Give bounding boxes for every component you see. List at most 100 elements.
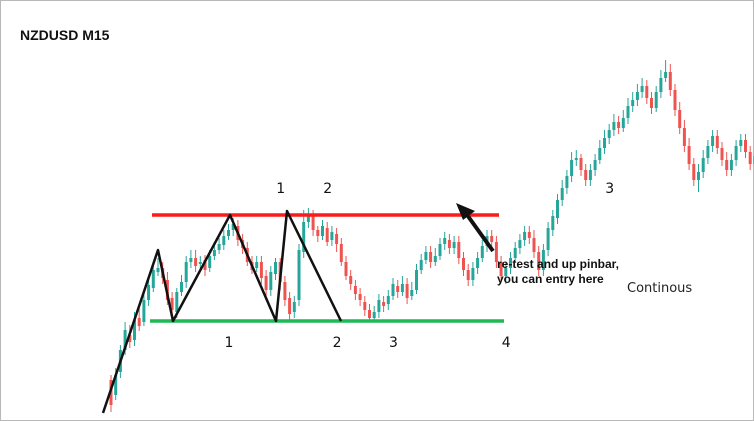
bear-candle: [650, 98, 653, 108]
entry-arrow: [456, 203, 495, 253]
bear-candle: [311, 214, 315, 230]
bull-candle: [551, 216, 555, 230]
bull-candle: [640, 86, 644, 92]
bull-candle: [701, 158, 705, 172]
label-bottom-4: 4: [502, 335, 511, 351]
bull-candle: [147, 285, 151, 300]
bull-candle: [133, 320, 136, 340]
bull-candle: [565, 176, 569, 188]
bull-candle: [255, 262, 259, 268]
bull-candle: [151, 270, 155, 288]
bear-candle: [405, 284, 409, 298]
side-note: Continous: [627, 281, 692, 296]
bull-candle: [400, 284, 404, 292]
bear-candle: [283, 282, 287, 300]
bear-candle: [382, 302, 386, 306]
bull-candle: [377, 300, 381, 312]
bear-candle: [532, 238, 536, 252]
swing-labels: 1 2 3 1 2 3 4: [225, 181, 615, 351]
bull-candle: [189, 258, 193, 262]
bear-candle: [584, 170, 588, 180]
bull-candle: [603, 138, 606, 148]
bull-candle: [297, 250, 301, 300]
bull-candle: [217, 244, 221, 250]
bear-candle: [396, 286, 400, 292]
bear-candle: [617, 122, 621, 128]
bull-candle: [410, 290, 414, 296]
bear-candle: [537, 252, 541, 270]
bear-candle: [673, 90, 677, 110]
bull-candle: [654, 92, 658, 108]
bull-candle: [471, 268, 475, 280]
bull-candle: [443, 238, 447, 244]
bear-candle: [264, 276, 268, 290]
bull-candle: [269, 272, 273, 290]
bull-candle: [302, 222, 306, 252]
bear-candle: [349, 276, 353, 284]
bull-candle: [274, 262, 277, 274]
bull-candle: [523, 232, 527, 240]
bear-candle: [744, 140, 747, 152]
bull-candle: [612, 122, 616, 130]
bull-candle: [504, 268, 508, 276]
bull-candle: [518, 240, 522, 248]
bull-candle: [184, 262, 188, 282]
label-top-3: 3: [605, 181, 614, 197]
bull-candle: [175, 292, 179, 312]
bull-candle: [222, 236, 226, 245]
bear-candle: [678, 110, 682, 128]
bull-candle: [546, 228, 550, 250]
bull-candle: [391, 284, 395, 296]
bull-candle: [156, 268, 160, 272]
bear-candle: [462, 258, 465, 270]
bull-candle: [711, 136, 715, 146]
bear-candle: [325, 228, 329, 242]
bull-candle: [598, 148, 602, 160]
bull-candle: [729, 160, 733, 170]
bull-candle: [631, 100, 635, 106]
bull-candle: [330, 232, 334, 240]
bull-candle: [386, 296, 390, 304]
bull-candle: [621, 118, 625, 128]
bear-candle: [368, 310, 371, 318]
bear-candle: [203, 260, 207, 270]
bear-candle: [358, 294, 362, 300]
bull-candle: [513, 248, 517, 258]
bear-candle: [316, 230, 320, 236]
bear-candle: [344, 262, 348, 276]
bear-candle: [363, 302, 367, 310]
bear-candle: [725, 160, 729, 170]
annotation-line-1: re-test and up pinbar,: [497, 257, 619, 271]
bull-candle: [626, 106, 630, 118]
bull-candle: [593, 160, 597, 170]
bull-candle: [739, 140, 743, 146]
bull-candle: [570, 160, 574, 176]
bear-candle: [527, 232, 531, 238]
bear-candle: [288, 298, 292, 314]
bull-candle: [480, 246, 484, 258]
bull-candle: [452, 242, 456, 248]
pattern-lines: [101, 209, 343, 414]
bull-candle: [541, 250, 545, 270]
bull-candle: [659, 78, 663, 92]
bear-candle: [137, 318, 141, 326]
bull-candle: [292, 302, 296, 312]
bull-candle: [419, 260, 423, 270]
bull-candle: [635, 92, 639, 100]
arrow-shaft: [463, 210, 495, 253]
bear-candle: [457, 242, 461, 258]
bull-candle: [697, 172, 700, 180]
bull-candle: [560, 188, 564, 200]
bull-candle: [433, 256, 437, 262]
bear-candle: [194, 258, 198, 266]
bear-candle: [720, 148, 724, 160]
bear-candle: [128, 335, 132, 342]
bull-candle: [231, 224, 235, 230]
bull-candle: [438, 244, 442, 256]
bear-candle: [170, 298, 174, 310]
zigzag-line: [101, 209, 343, 414]
bear-candle: [339, 244, 343, 262]
bear-candle: [447, 240, 451, 248]
bull-candle: [415, 270, 418, 290]
